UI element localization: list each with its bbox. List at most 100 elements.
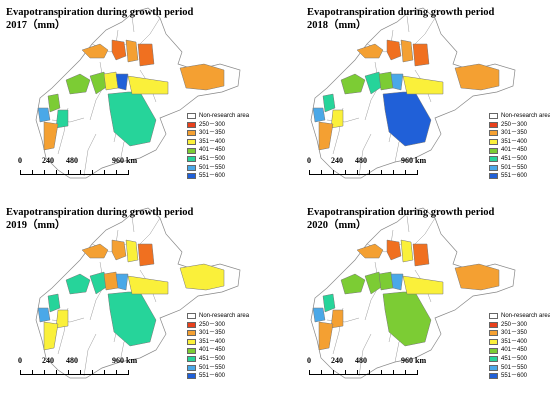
map-panel-2019: Evapotranspiration during growth period … (0, 200, 275, 400)
research-unit (312, 107, 326, 123)
county-border (131, 215, 135, 233)
county-border (406, 215, 410, 233)
scale-tick (333, 370, 334, 375)
scale-tick (32, 170, 33, 175)
legend-label: 301－350 (501, 330, 528, 337)
legend-item: 301－350 (187, 329, 249, 338)
research-unit (55, 309, 69, 329)
legend-item: 351－400 (187, 138, 249, 147)
county-border (414, 217, 436, 245)
county-border (406, 15, 410, 33)
legend-item: 250－300 (187, 321, 249, 330)
scale-label: 480 (66, 356, 78, 365)
legend-item: 401－450 (187, 146, 249, 155)
scale-tick (357, 170, 358, 175)
research-unit (179, 263, 225, 291)
scale-tick (393, 370, 394, 375)
legend-item: Non-research area (187, 112, 249, 121)
legend-swatch (187, 147, 196, 154)
scale-tick (309, 170, 310, 175)
research-unit (318, 121, 334, 151)
legend-label: 501－550 (199, 364, 226, 371)
legend-item: 451－500 (489, 355, 550, 364)
scale-tick (321, 370, 322, 375)
legend-swatch (187, 313, 196, 320)
legend-label: 250－300 (501, 321, 528, 328)
legend-swatch (187, 347, 196, 354)
scale-tick (68, 170, 69, 175)
legend-swatch (489, 156, 498, 163)
research-unit (400, 239, 414, 263)
scale-label: 0 (18, 156, 22, 165)
legend-swatch (489, 330, 498, 337)
research-unit (81, 43, 109, 59)
research-unit (47, 293, 61, 313)
research-unit (137, 43, 155, 67)
scale-label: 960 km (112, 356, 138, 365)
legend-label: 301－350 (199, 130, 226, 137)
legend-item: 250－300 (187, 121, 249, 130)
county-border (414, 17, 436, 45)
legend-swatch (489, 139, 498, 146)
scale-tick (405, 170, 406, 175)
legend-label: Non-research area (501, 113, 550, 119)
research-unit (127, 275, 169, 295)
panel-title: Evapotranspiration during growth period … (307, 7, 495, 31)
legend-label: 451－500 (501, 355, 528, 362)
scale-tick (128, 170, 129, 175)
map-legend: Non-research area 250－300 301－350 351－400 40… (187, 312, 249, 381)
legend-label: 551－600 (501, 373, 528, 380)
scale-line (20, 168, 129, 175)
research-unit (37, 307, 51, 323)
legend-item: Non-research area (187, 312, 249, 321)
legend-label: 351－400 (199, 338, 226, 345)
legend-swatch (187, 321, 196, 328)
research-unit (179, 63, 225, 91)
scale-bar: 0 240 480 960 km (16, 356, 166, 386)
legend-item: 501－550 (187, 364, 249, 373)
map-panel-2020: Evapotranspiration during growth period … (275, 200, 550, 400)
region-map (35, 7, 241, 179)
legend-item: 401－450 (489, 146, 550, 155)
legend-item: 551－600 (489, 172, 550, 181)
scale-bar: 0 240 480 960 km (16, 156, 166, 186)
legend-label: 501－550 (501, 364, 528, 371)
research-unit (55, 109, 69, 129)
research-unit (330, 309, 344, 329)
region-map (310, 207, 516, 379)
scale-bar: 0 240 480 960 km (305, 156, 455, 186)
legend-swatch (187, 330, 196, 337)
scale-tick (405, 370, 406, 375)
scale-tick (56, 170, 57, 175)
scale-tick (20, 370, 21, 375)
scale-label: 960 km (112, 156, 138, 165)
research-unit (43, 321, 59, 351)
map-panel-2017: Evapotranspiration during growth period … (0, 0, 275, 200)
scale-line (309, 368, 418, 375)
research-unit (340, 273, 366, 295)
research-unit (43, 121, 59, 151)
legend-label: 250－300 (199, 121, 226, 128)
scale-label: 240 (42, 156, 54, 165)
legend-swatch (489, 313, 498, 320)
legend-swatch (187, 173, 196, 180)
legend-item: 551－600 (187, 172, 249, 181)
legend-swatch (489, 321, 498, 328)
research-unit (412, 43, 430, 67)
legend-swatch (187, 121, 196, 128)
scale-tick (68, 370, 69, 375)
research-unit (356, 243, 384, 259)
county-border (83, 133, 97, 177)
scale-tick (381, 370, 382, 375)
research-unit (330, 109, 344, 129)
scale-label: 0 (307, 356, 311, 365)
research-unit (386, 39, 402, 61)
research-unit (402, 275, 444, 295)
legend-label: 451－500 (199, 155, 226, 162)
research-unit (115, 73, 129, 91)
research-unit (111, 239, 127, 261)
scale-tick (92, 370, 93, 375)
research-unit (81, 243, 109, 259)
legend-item: 451－500 (489, 155, 550, 164)
legend-swatch (489, 347, 498, 354)
